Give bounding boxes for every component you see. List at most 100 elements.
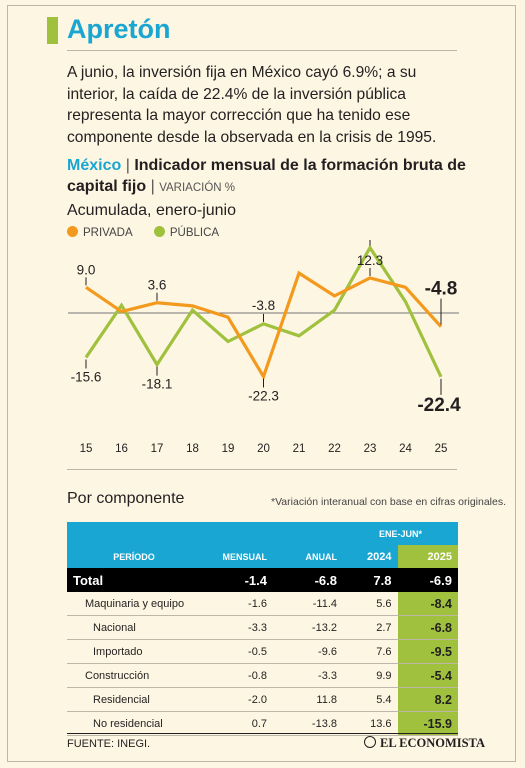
publisher-logo: EL ECONOMISTA xyxy=(364,736,485,751)
legend-label-privada: PRIVADA xyxy=(83,227,133,239)
headline-divider xyxy=(67,50,457,51)
cell-anual: -11.4 xyxy=(273,592,343,616)
x-tick-label: 25 xyxy=(435,443,448,455)
cell-2024: 2.7 xyxy=(343,615,398,640)
data-label: -3.8 xyxy=(252,298,275,313)
cell-2025: -6.8 xyxy=(397,615,458,640)
chart-title-text: Indicador mensual de la formación bruta … xyxy=(67,157,466,195)
table-row: Importado -0.5 -9.6 7.6 -9.5 xyxy=(67,639,458,664)
cell-mensual: -1.6 xyxy=(201,592,273,616)
x-tick-label: 20 xyxy=(257,443,270,455)
dek-paragraph: A junio, la inversión fija en México cay… xyxy=(67,64,437,146)
cell-2025: 8.2 xyxy=(397,687,458,712)
table-row: Construcción -0.8 -3.3 9.9 -5.4 xyxy=(67,663,458,688)
cell-mensual: -2.0 xyxy=(201,687,273,712)
row-label: Maquinaria y equipo xyxy=(67,592,201,616)
cell-2024: 13.6 xyxy=(343,711,398,736)
data-label: -15.6 xyxy=(71,369,102,384)
row-label: Importado xyxy=(67,639,201,664)
cell-anual: -6.8 xyxy=(273,568,343,592)
legend-dot-publica xyxy=(153,226,165,237)
cell-mensual: -0.8 xyxy=(201,663,273,688)
chart-unit: VARIACIÓN % xyxy=(159,182,236,194)
legend-label-publica: PÚBLICA xyxy=(169,227,220,239)
chart-legend: PRIVADA PÚBLICA xyxy=(67,226,237,239)
chart-bottom-divider xyxy=(67,469,457,470)
cell-2025: -8.4 xyxy=(397,592,458,616)
table-row-total: Total -1.4 -6.8 7.8 -6.9 xyxy=(67,568,458,592)
table-row: Nacional -3.3 -13.2 2.7 -6.8 xyxy=(67,615,458,640)
row-label: Nacional xyxy=(67,615,201,640)
cell-2025: -15.9 xyxy=(397,711,458,736)
x-tick-label: 18 xyxy=(186,443,199,455)
component-table: ENE-JUN* PERÍODO MENSUAL ANUAL 2024 2025… xyxy=(67,522,458,736)
cell-anual: 11.8 xyxy=(273,687,343,712)
data-label: 3.6 xyxy=(148,278,167,293)
x-tick-label: 16 xyxy=(115,443,128,455)
col-header-anual: ANUAL xyxy=(273,545,343,568)
x-tick-label: 21 xyxy=(293,443,306,455)
cell-anual: -9.6 xyxy=(273,639,343,664)
data-label: -4.8 xyxy=(425,279,458,300)
table-row: Maquinaria y equipo -1.6 -11.4 5.6 -8.4 xyxy=(67,592,458,616)
x-tick-label: 15 xyxy=(80,443,93,455)
table-note: *Variación interanual con base en cifras… xyxy=(271,496,507,508)
chart-unit-separator: | xyxy=(150,178,155,195)
col-header-2025: 2025 xyxy=(397,545,458,568)
cell-2024: 5.6 xyxy=(343,592,398,616)
table-section-title: Por componente xyxy=(67,490,185,507)
cell-2024: 7.8 xyxy=(343,568,398,592)
table-group-header-row: ENE-JUN* xyxy=(67,522,458,545)
col-header-periodo: PERÍODO xyxy=(67,545,201,568)
x-tick-label: 17 xyxy=(151,443,164,455)
logo-text: EL ECONOMISTA xyxy=(380,736,485,750)
headline-accent-bar xyxy=(47,17,58,44)
row-label: Residencial xyxy=(67,687,201,712)
cell-anual: -3.3 xyxy=(273,663,343,688)
source-note: FUENTE: INEGI. xyxy=(67,738,151,750)
legend-item-privada: PRIVADA xyxy=(67,226,133,239)
row-label: No residencial xyxy=(67,711,201,736)
table-row: Residencial -2.0 11.8 5.4 8.2 xyxy=(67,687,458,712)
chart-title: México | Indicador mensual de la formaci… xyxy=(67,155,467,199)
cell-2025: -6.9 xyxy=(397,568,458,592)
data-label: 9.0 xyxy=(77,262,96,277)
table-row: No residencial 0.7 -13.8 13.6 -15.9 xyxy=(67,711,458,736)
x-tick-label: 19 xyxy=(222,443,235,455)
x-tick-label: 23 xyxy=(364,443,377,455)
cell-2025: -9.5 xyxy=(397,639,458,664)
cell-mensual: -3.3 xyxy=(201,615,273,640)
line-chart: 9.03.6-22.312.3-4.8-15.6-18.1-3.822.9-22… xyxy=(68,240,461,455)
col-header-2024: 2024 xyxy=(343,545,398,568)
chart-country: México xyxy=(67,157,122,174)
cell-mensual: -1.4 xyxy=(201,568,273,592)
row-label: Total xyxy=(67,568,201,592)
cell-mensual: 0.7 xyxy=(201,711,273,736)
cell-2025: -5.4 xyxy=(397,663,458,688)
row-label: Construcción xyxy=(67,663,201,688)
logo-mark-icon xyxy=(364,736,376,748)
col-header-mensual: MENSUAL xyxy=(201,545,273,568)
legend-dot-privada xyxy=(67,226,78,237)
cell-anual: -13.8 xyxy=(273,711,343,736)
data-label: 12.3 xyxy=(357,253,383,268)
cell-mensual: -0.5 xyxy=(201,639,273,664)
data-label: -22.3 xyxy=(248,389,279,404)
cell-2024: 7.6 xyxy=(343,639,398,664)
group-header-ene-jun: ENE-JUN* xyxy=(343,522,458,545)
data-label: -18.1 xyxy=(142,377,173,392)
legend-item-publica: PÚBLICA xyxy=(153,226,220,239)
table-bottom-rule xyxy=(67,733,458,734)
series-line-privada xyxy=(85,270,443,381)
table-header-row: PERÍODO MENSUAL ANUAL 2024 2025 xyxy=(67,545,458,568)
data-label: -22.4 xyxy=(417,395,461,416)
cell-2024: 5.4 xyxy=(343,687,398,712)
series-line-publica xyxy=(84,244,443,378)
chart-subtitle: Acumulada, enero-junio xyxy=(67,202,236,219)
cell-2024: 9.9 xyxy=(343,663,398,688)
chart-title-separator: | xyxy=(125,157,130,174)
x-tick-label: 24 xyxy=(399,443,412,455)
x-tick-label: 22 xyxy=(328,443,341,455)
infographic-frame xyxy=(7,5,516,762)
headline: Apretón xyxy=(67,14,171,44)
